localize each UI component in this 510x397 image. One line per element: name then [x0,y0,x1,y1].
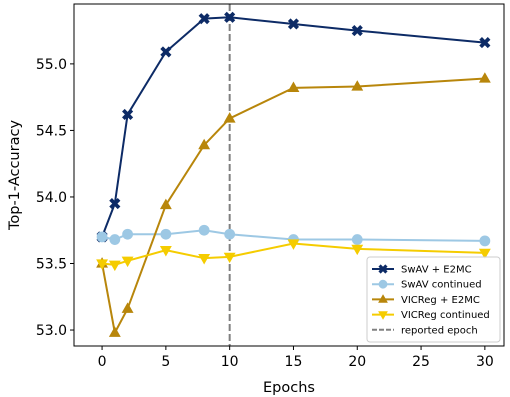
data-point [378,264,388,274]
x-tick-label: 10 [221,354,239,370]
data-point [109,234,121,245]
data-point [351,234,363,245]
axes-layer: 0 5 10 15 20 25 30 53.0 53.5 54.0 54.5 55.0 [36,57,494,370]
data-point [287,81,300,92]
x-tick-label: 0 [98,354,107,370]
data-point [96,231,108,243]
data-point [351,80,364,91]
data-point [378,279,388,289]
y-tick-label: 53.0 [36,323,67,339]
legend-label: SwAV + E2MC [401,265,472,276]
legend-entry: SwAV continued [372,280,482,291]
x-tick-label: 5 [161,354,170,370]
x-tick-label: 25 [412,354,430,370]
data-point [198,254,211,265]
data-point [198,138,211,150]
data-point [479,37,491,49]
data-point [478,248,491,260]
data-point [224,11,236,23]
y-tick-label: 54.0 [36,190,67,206]
plot-area-frame [73,3,505,347]
data-point [479,235,491,247]
data-point [223,252,236,264]
legend: SwAV + E2MC SwAV continued VICReg + E2MC VI… [366,256,501,343]
data-point [160,228,172,240]
legend-entry: VICReg continued [372,310,490,321]
data-point [223,112,236,123]
y-tick-label: 54.5 [36,123,67,139]
data-point [108,260,121,272]
x-tick-label: 20 [348,354,366,370]
legend-entry: SwAV + E2MC [372,264,472,276]
y-axis-label: Top-1-Accuracy [7,120,23,231]
data-point [160,46,172,58]
data-point [96,259,109,270]
data-point [351,244,364,256]
series-2 [96,72,491,337]
data-point [108,326,121,337]
data-point [159,246,172,257]
data-point [109,198,121,210]
data-point [122,228,133,240]
data-point [351,25,363,37]
data-point [122,108,134,121]
legend-entry: VICReg + E2MC [372,294,480,306]
legend-label: SwAV continued [401,280,482,291]
legend-entry: reported epoch [372,325,478,336]
data-point [159,198,172,210]
legend-label: VICReg + E2MC [401,295,480,306]
x-tick-label: 30 [476,354,494,370]
data-point [378,311,388,320]
legend-box [366,256,501,343]
y-tick-label: 53.5 [36,256,67,272]
data-point [121,256,134,268]
y-tick-label: 55.0 [36,57,67,73]
data-point [287,239,300,250]
x-tick-label: 15 [285,354,303,370]
series-line [101,16,485,238]
legend-label: VICReg continued [401,310,490,321]
series-0 [96,11,491,243]
data-point [224,228,236,240]
series-layer [96,4,491,346]
data-point [478,72,491,83]
series-3 [96,239,491,272]
data-point [287,18,300,30]
data-point [198,13,210,25]
data-point [121,302,134,313]
data-point [378,294,388,303]
legend-label: reported epoch [401,325,478,336]
data-point [198,224,210,236]
x-axis-label: Epochs [263,380,315,396]
